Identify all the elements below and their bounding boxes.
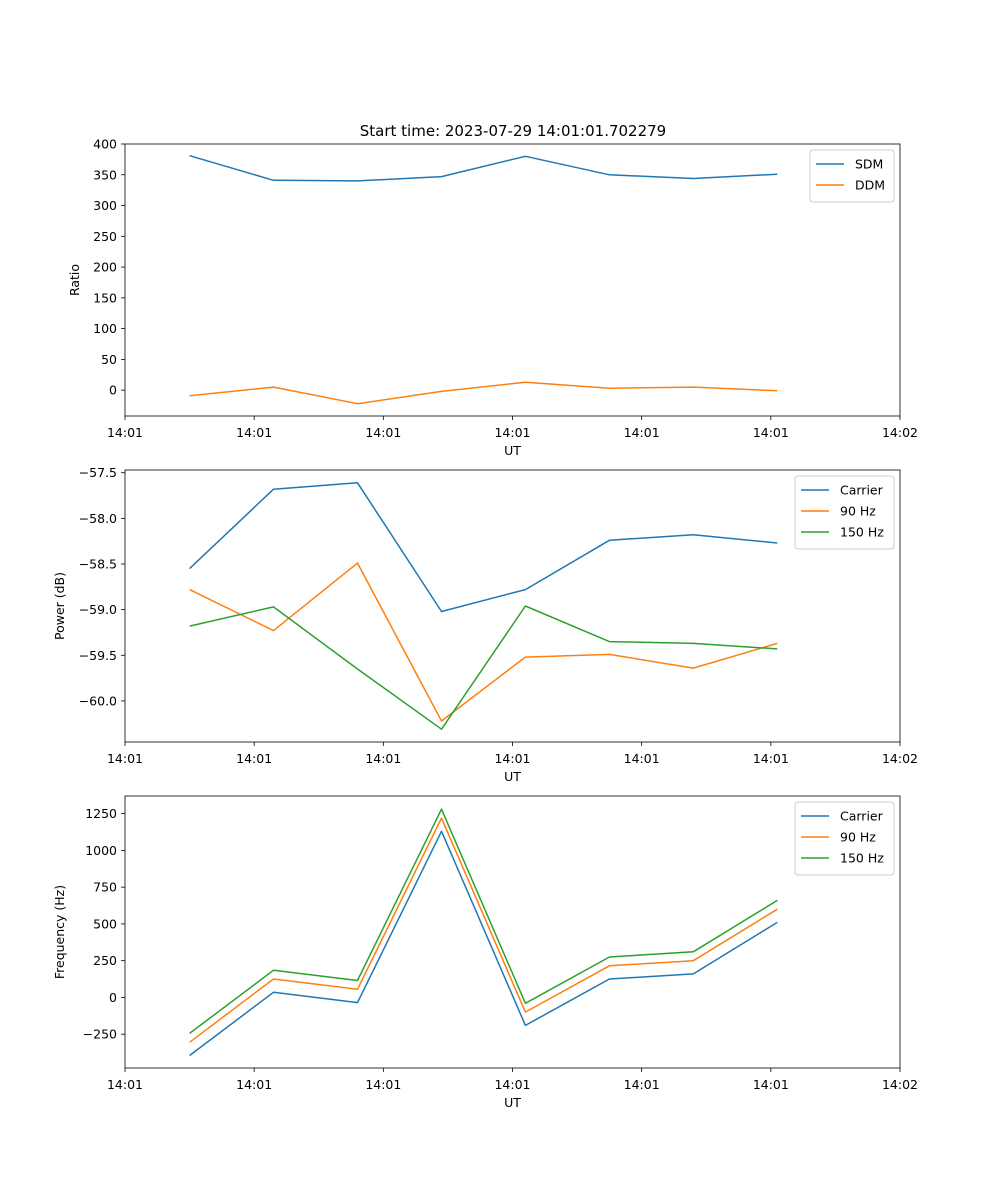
y-tick-label: −57.5 xyxy=(79,465,117,480)
y-axis-label: Power (dB) xyxy=(52,572,67,640)
x-tick-label: 14:01 xyxy=(753,751,789,766)
series-lines xyxy=(189,808,778,1057)
axes-frame xyxy=(124,469,901,743)
legend-label-90-hz: 90 Hz xyxy=(840,504,876,519)
x-axis-label: UT xyxy=(504,1095,521,1110)
axes-frame xyxy=(124,795,901,1069)
y-tick-label: −59.5 xyxy=(79,648,117,663)
y-tick-label: −58.0 xyxy=(79,511,117,526)
subplot-2: 14:01 14:01 14:01 14:01 14:01 14:01 14:02 UT −60… xyxy=(52,465,918,784)
legend-label-90-hz: 90 Hz xyxy=(840,830,876,845)
x-tick-label: 14:02 xyxy=(882,751,918,766)
legend-label-ddm: DDM xyxy=(855,178,885,193)
y-tick-label: 0 xyxy=(109,383,117,398)
x-axis: 14:01 14:01 14:01 14:01 14:01 14:01 14:02 UT xyxy=(107,742,918,784)
legend-label-150-hz: 150 Hz xyxy=(840,525,884,540)
y-tick-label: 750 xyxy=(93,880,117,895)
x-tick-label: 14:01 xyxy=(236,1077,272,1092)
x-tick-label: 14:01 xyxy=(365,1077,401,1092)
legend-label-carrier: Carrier xyxy=(840,809,884,824)
y-tick-label: −60.0 xyxy=(79,693,117,708)
legend: Carrier 90 Hz 150 Hz xyxy=(794,475,895,550)
series-line-sdm xyxy=(189,154,778,182)
x-tick-label: 14:01 xyxy=(753,425,789,440)
y-tick-label: −58.5 xyxy=(79,557,117,572)
x-tick-label: 14:01 xyxy=(236,425,272,440)
y-axis-label: Frequency (Hz) xyxy=(52,885,67,979)
series-lines xyxy=(189,154,778,405)
x-axis: 14:01 14:01 14:01 14:01 14:01 14:01 14:02 UT xyxy=(107,1068,918,1110)
y-tick-label: 50 xyxy=(101,352,117,367)
x-tick-label: 14:01 xyxy=(624,1077,660,1092)
legend-frame xyxy=(809,149,895,203)
axes-frame xyxy=(124,143,901,417)
y-axis: −250 0 250 500 750 1000 1250 Frequency (Hz) xyxy=(52,806,125,1042)
legend-label-carrier: Carrier xyxy=(840,483,884,498)
y-tick-label: 250 xyxy=(93,953,117,968)
x-axis-label: UT xyxy=(504,769,521,784)
x-tick-label: 14:01 xyxy=(107,1077,143,1092)
series-line-carrier xyxy=(189,482,778,613)
series-line-90-hz xyxy=(189,817,778,1043)
x-tick-label: 14:01 xyxy=(624,425,660,440)
y-tick-label: 300 xyxy=(93,198,117,213)
subplot-3: 14:01 14:01 14:01 14:01 14:01 14:01 14:02 UT −25… xyxy=(52,795,918,1110)
legend-label-sdm: SDM xyxy=(855,157,883,172)
y-tick-label: 250 xyxy=(93,229,117,244)
series-line-150-hz xyxy=(189,808,778,1034)
x-tick-label: 14:01 xyxy=(107,751,143,766)
y-tick-label: 100 xyxy=(93,321,117,336)
x-tick-label: 14:01 xyxy=(494,1077,530,1092)
figure-title: Start time: 2023-07-29 14:01:01.702279 xyxy=(360,122,666,140)
series-line-carrier xyxy=(189,830,778,1057)
y-tick-label: −250 xyxy=(83,1027,117,1042)
x-tick-label: 14:01 xyxy=(494,425,530,440)
x-tick-label: 14:01 xyxy=(624,751,660,766)
y-tick-label: 1000 xyxy=(85,843,117,858)
series-lines xyxy=(189,482,778,730)
legend-frame xyxy=(794,801,895,876)
x-tick-label: 14:01 xyxy=(753,1077,789,1092)
x-tick-label: 14:01 xyxy=(365,425,401,440)
y-tick-label: 0 xyxy=(109,990,117,1005)
x-tick-label: 14:01 xyxy=(236,751,272,766)
y-tick-label: 150 xyxy=(93,290,117,305)
x-tick-label: 14:01 xyxy=(494,751,530,766)
subplots: 14:01 14:01 14:01 14:01 14:01 14:01 14:02 UT 0 50… xyxy=(52,137,918,1111)
legend: Carrier 90 Hz 150 Hz xyxy=(794,801,895,876)
y-tick-label: 500 xyxy=(93,916,117,931)
y-axis-label: Ratio xyxy=(67,264,82,296)
series-line-150-hz xyxy=(189,605,778,730)
x-axis-label: UT xyxy=(504,443,521,458)
x-tick-label: 14:01 xyxy=(365,751,401,766)
legend-label-150-hz: 150 Hz xyxy=(840,851,884,866)
series-line-90-hz xyxy=(189,562,778,722)
series-line-ddm xyxy=(189,381,778,405)
x-tick-label: 14:01 xyxy=(107,425,143,440)
x-tick-label: 14:02 xyxy=(882,425,918,440)
y-axis: 0 50 100 150 200 250 300 350 400 Ratio xyxy=(67,137,125,398)
x-axis: 14:01 14:01 14:01 14:01 14:01 14:01 14:02 UT xyxy=(107,416,918,458)
y-tick-label: 200 xyxy=(93,260,117,275)
y-tick-label: 350 xyxy=(93,167,117,182)
y-axis: −60.0 −59.5 −59.0 −58.5 −58.0 −57.5 Power (dB) xyxy=(52,465,125,708)
subplot-1: 14:01 14:01 14:01 14:01 14:01 14:01 14:02 UT 0 50… xyxy=(67,137,918,459)
legend-frame xyxy=(794,475,895,550)
x-tick-label: 14:02 xyxy=(882,1077,918,1092)
y-tick-label: 1250 xyxy=(85,806,117,821)
y-tick-label: 400 xyxy=(93,137,117,152)
legend: SDM DDM xyxy=(809,149,895,203)
y-tick-label: −59.0 xyxy=(79,602,117,617)
